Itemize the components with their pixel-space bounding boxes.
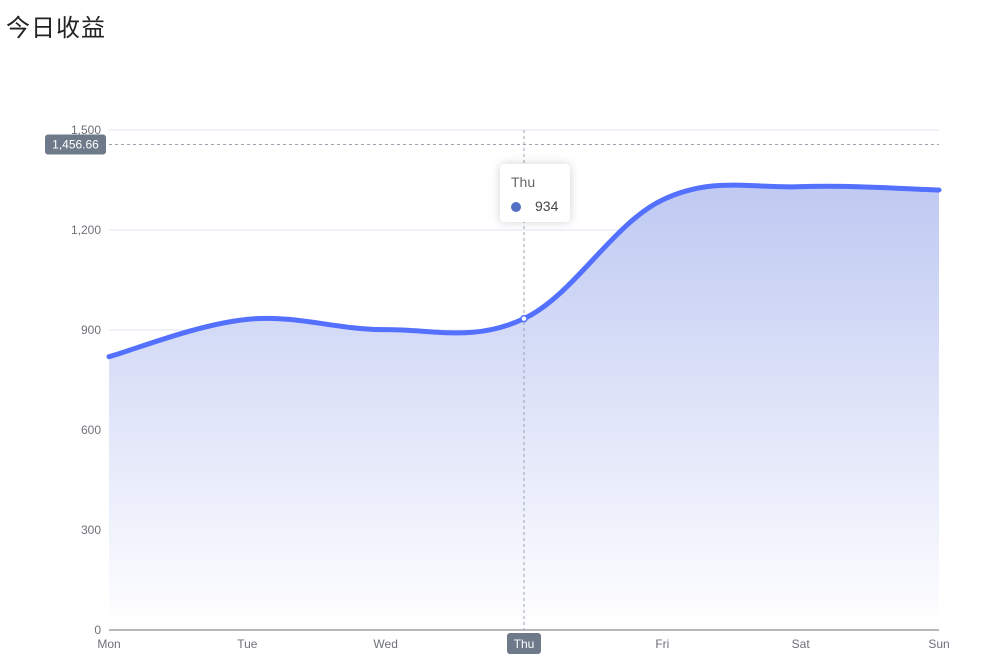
x-tick-label: Thu: [514, 637, 535, 651]
x-tick-label: Wed: [373, 637, 397, 651]
y-tick-label: 300: [81, 523, 101, 537]
chart-title: 今日收益: [6, 14, 106, 42]
x-tick-label: Fri: [655, 637, 669, 651]
axis-pointer-y-label: 1,456.66: [52, 137, 99, 151]
axis-pointer-y-label-bg: [45, 134, 106, 155]
chart-tooltip: Thu 934: [500, 164, 570, 222]
y-tick-label: 600: [81, 423, 101, 437]
y-tick-label: 1,200: [71, 223, 101, 237]
y-tick-label: 1,500: [71, 123, 101, 137]
tooltip-title: Thu: [511, 174, 536, 190]
series-point-highlight[interactable]: [520, 314, 528, 323]
y-tick-label: 0: [94, 623, 101, 637]
x-tick-label: Mon: [97, 637, 120, 651]
tooltip-series-dot: [511, 202, 521, 212]
axis-pointer-x-label-bg: [507, 633, 541, 654]
x-tick-label: Tue: [237, 637, 258, 651]
x-tick-label: Sat: [792, 637, 811, 651]
tooltip-value: 934: [535, 198, 559, 214]
y-tick-label: 900: [81, 323, 101, 337]
x-tick-label: Sun: [928, 637, 949, 651]
